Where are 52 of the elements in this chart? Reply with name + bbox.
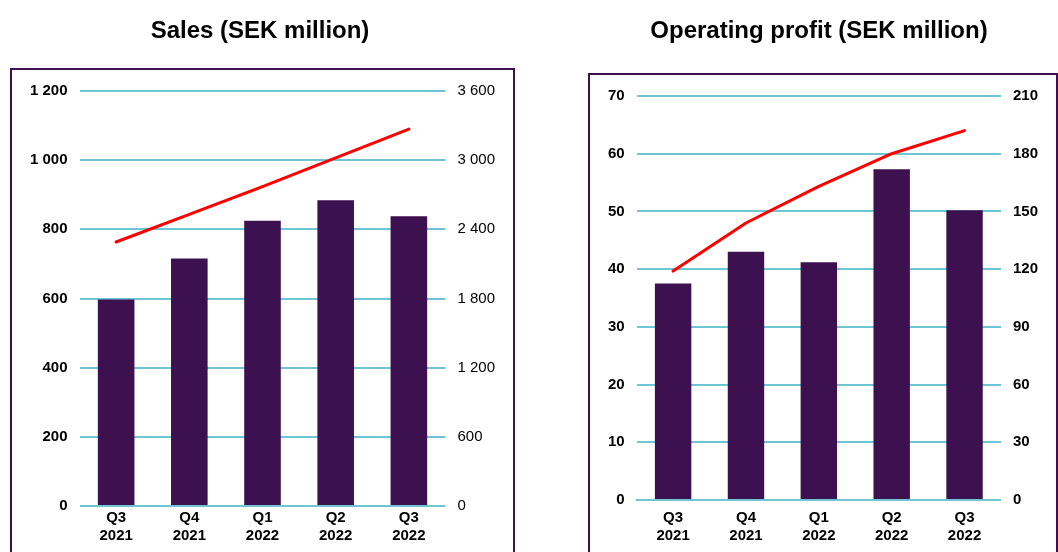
y-tick-label: 0 bbox=[616, 490, 625, 508]
chart-title: Operating profit (SEK million) bbox=[649, 16, 989, 44]
y2-tick-label: 210 bbox=[1012, 86, 1038, 104]
x-tick-label: Q3 2021 bbox=[99, 508, 133, 544]
y2-tick-label: 600 bbox=[457, 426, 483, 444]
y-tick-label: 40 bbox=[608, 259, 625, 277]
bar bbox=[171, 258, 208, 505]
y-tick-label: 1 200 bbox=[29, 81, 68, 99]
x-tick-label: Q3 2021 bbox=[656, 508, 690, 544]
bar bbox=[800, 262, 838, 499]
y2-tick-label: 1 200 bbox=[457, 357, 496, 375]
y-tick-label: 400 bbox=[42, 357, 68, 375]
x-tick-label: Q3 2022 bbox=[392, 508, 426, 544]
y-tick-label: 10 bbox=[608, 432, 625, 450]
y2-tick-label: 120 bbox=[1012, 259, 1038, 277]
y2-tick-label: 60 bbox=[1012, 374, 1030, 392]
bar bbox=[317, 200, 354, 505]
y2-tick-label: 90 bbox=[1012, 317, 1030, 334]
bar bbox=[873, 169, 910, 499]
y-tick-label: 30 bbox=[608, 317, 625, 334]
x-tick-label: Q3 2022 bbox=[947, 508, 982, 544]
y-tick-label: 0 bbox=[59, 496, 68, 514]
bar bbox=[244, 220, 281, 505]
x-tick-label: Q1 2022 bbox=[802, 508, 836, 544]
y-tick-label: 800 bbox=[42, 219, 68, 237]
y-tick-label: 600 bbox=[42, 288, 68, 306]
bar bbox=[654, 283, 692, 499]
y2-tick-label: 3 000 bbox=[457, 150, 496, 168]
bar bbox=[390, 216, 428, 505]
y-tick-label: 20 bbox=[608, 374, 625, 392]
y2-tick-label: 0 bbox=[1012, 490, 1022, 508]
bar bbox=[946, 210, 983, 499]
y-tick-label: 200 bbox=[42, 426, 68, 444]
y2-tick-label: 180 bbox=[1012, 143, 1038, 161]
y2-tick-label: 30 bbox=[1012, 432, 1030, 450]
y-tick-label: 50 bbox=[608, 201, 625, 219]
y2-tick-label: 0 bbox=[457, 496, 466, 514]
x-tick-label: Q1 2022 bbox=[245, 508, 280, 544]
y-tick-label: 60 bbox=[608, 143, 625, 161]
y-tick-label: 1 000 bbox=[29, 150, 68, 168]
x-tick-label: Q2 2022 bbox=[319, 508, 353, 544]
y2-tick-label: 150 bbox=[1012, 201, 1038, 219]
y2-tick-label: 3 600 bbox=[457, 81, 496, 99]
y2-tick-label: 1 800 bbox=[457, 288, 496, 306]
chart-title: Sales (SEK million) bbox=[149, 16, 371, 44]
bar bbox=[97, 299, 135, 505]
y2-tick-label: 2 400 bbox=[457, 219, 496, 237]
y-tick-label: 70 bbox=[608, 86, 625, 104]
x-tick-label: Q2 2022 bbox=[875, 508, 909, 544]
bar bbox=[727, 251, 765, 499]
x-tick-label: Q4 2021 bbox=[729, 508, 763, 544]
x-tick-label: Q4 2021 bbox=[172, 508, 206, 544]
